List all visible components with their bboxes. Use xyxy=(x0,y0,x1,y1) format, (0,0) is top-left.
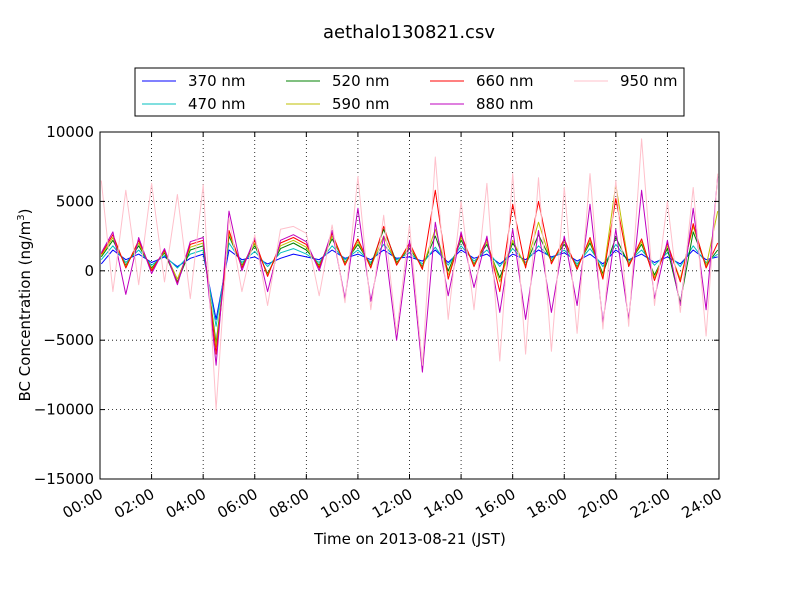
chart-title: aethalo130821.csv xyxy=(323,22,495,43)
x-tick-label: 06:00 xyxy=(214,485,260,522)
series-line-950-nm xyxy=(100,138,719,411)
x-tick-label: 16:00 xyxy=(472,485,518,522)
x-tick-label: 02:00 xyxy=(111,485,157,522)
grid-layer xyxy=(100,132,719,479)
x-tick-label: 10:00 xyxy=(317,485,363,522)
y-tick-label: −10000 xyxy=(34,401,94,419)
legend: 370 nm 470 nm 520 nm 590 nm 660 nm 880 nm 950 … xyxy=(134,67,685,117)
y-tick-label: 10000 xyxy=(46,123,94,141)
legend-label: 470 nm xyxy=(188,95,246,113)
series-line-470-nm xyxy=(100,242,718,327)
legend-label: 590 nm xyxy=(332,95,390,113)
legend-label: 660 nm xyxy=(476,72,534,90)
y-tick-label: −5000 xyxy=(43,331,94,349)
x-tick-label: 14:00 xyxy=(421,485,467,522)
x-tick-label: 12:00 xyxy=(369,485,415,522)
x-axis-label: Time on 2013-08-21 (JST) xyxy=(313,530,506,548)
y-tick-label: 0 xyxy=(84,262,94,280)
series-line-370-nm xyxy=(100,249,718,320)
x-tick-label: 22:00 xyxy=(627,485,673,522)
series-layer xyxy=(100,138,719,411)
x-tick-label: 20:00 xyxy=(575,485,621,522)
x-tick-label: 00:00 xyxy=(60,485,106,522)
y-axis-label: BC Concentration (ng/m3) xyxy=(16,209,34,402)
y-axis-label-sup: 3 xyxy=(16,214,27,220)
y-tick-label: −15000 xyxy=(34,470,94,488)
legend-box xyxy=(134,67,685,117)
y-tick-label: 5000 xyxy=(56,192,94,210)
legend-label: 880 nm xyxy=(476,95,534,113)
x-tick-label: 24:00 xyxy=(679,485,725,522)
y-axis-label-main: BC Concentration (ng/m xyxy=(16,221,34,402)
y-axis-label-end: ) xyxy=(16,209,34,215)
x-tick-label: 04:00 xyxy=(163,485,209,522)
x-tick-label: 08:00 xyxy=(266,485,312,522)
series-line-880-nm xyxy=(100,176,719,373)
legend-label: 370 nm xyxy=(188,72,246,90)
legend-label: 950 nm xyxy=(620,72,678,90)
legend-label: 520 nm xyxy=(332,72,390,90)
x-tick-label: 18:00 xyxy=(524,485,570,522)
